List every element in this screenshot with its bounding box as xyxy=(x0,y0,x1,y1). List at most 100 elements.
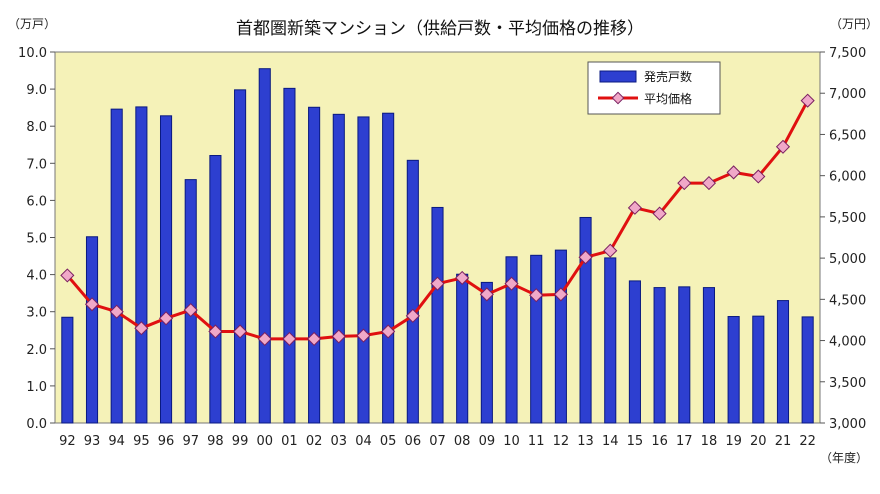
line-series xyxy=(60,93,815,346)
bar-92 xyxy=(61,316,74,424)
x-tick-label: 07 xyxy=(429,434,446,449)
x-tick-label: 02 xyxy=(306,434,323,449)
price-point-94 xyxy=(109,304,124,319)
bar-01 xyxy=(283,87,296,424)
bar-04 xyxy=(357,116,370,424)
x-tick-label: 09 xyxy=(479,434,496,449)
price-point-92 xyxy=(60,268,75,283)
price-point-22 xyxy=(800,93,815,108)
bar-94 xyxy=(110,108,123,424)
bar-11 xyxy=(530,254,543,424)
bar-95 xyxy=(135,106,148,424)
price-point-11 xyxy=(529,288,544,303)
left-tick-label: 9.0 xyxy=(26,83,47,98)
right-tick-label: 3,000 xyxy=(829,417,866,432)
x-tick-label: 20 xyxy=(750,434,767,449)
price-point-00 xyxy=(257,331,272,346)
chart-title: 首都圏新築マンション（供給戸数・平均価格の推移） xyxy=(236,19,644,39)
legend-bar-swatch xyxy=(599,70,637,83)
x-tick-label: 06 xyxy=(405,434,422,449)
x-tick-label: 16 xyxy=(651,434,668,449)
bar-99 xyxy=(234,89,247,424)
bar-05 xyxy=(382,112,395,424)
price-point-16 xyxy=(652,206,667,221)
price-point-96 xyxy=(158,311,174,326)
x-tick-label: 21 xyxy=(775,434,792,449)
bar-17 xyxy=(678,286,691,424)
x-tick-label: 22 xyxy=(799,434,816,449)
bar-series xyxy=(61,68,814,424)
x-tick-label: 17 xyxy=(676,434,693,449)
price-point-01 xyxy=(282,331,297,346)
bar-06 xyxy=(406,159,419,424)
price-point-03 xyxy=(331,329,346,344)
x-tick-label: 10 xyxy=(503,434,520,449)
bar-19 xyxy=(727,316,740,424)
left-tick-label: 2.0 xyxy=(26,343,47,358)
left-tick-label: 5.0 xyxy=(26,232,47,247)
bar-03 xyxy=(332,113,345,424)
x-tick-label: 13 xyxy=(577,434,594,449)
right-tick-label: 6,500 xyxy=(829,128,866,143)
left-axis-unit: （万戸） xyxy=(8,17,56,31)
bar-21 xyxy=(776,300,790,424)
left-tick-label: 3.0 xyxy=(26,306,47,321)
bar-97 xyxy=(184,179,197,424)
bar-96 xyxy=(159,115,173,424)
price-point-98 xyxy=(208,324,223,339)
x-tick-label: 00 xyxy=(256,434,273,449)
right-tick-label: 7,000 xyxy=(829,87,866,102)
x-tick-label: 08 xyxy=(454,434,471,449)
right-tick-label: 3,500 xyxy=(829,376,866,391)
x-axis-ticks: 92 93 94 95 96 97 98 99 00 01 02 03 04 05 06 07 08 09 10 11… xyxy=(59,434,816,449)
legend-bar-label: 発売戸数 xyxy=(644,69,692,84)
bar-12 xyxy=(554,249,567,424)
price-point-14 xyxy=(603,243,618,258)
price-point-10 xyxy=(504,276,519,291)
price-point-21 xyxy=(775,139,791,154)
price-point-20 xyxy=(751,169,766,184)
x-tick-label: 03 xyxy=(331,434,348,449)
price-point-17 xyxy=(677,176,692,191)
right-tick-label: 4,500 xyxy=(829,293,866,308)
price-point-93 xyxy=(84,297,100,312)
left-tick-label: 10.0 xyxy=(18,46,47,61)
right-tick-label: 6,000 xyxy=(829,170,866,185)
x-tick-label: 01 xyxy=(281,434,298,449)
bar-22 xyxy=(801,316,814,424)
price-point-12 xyxy=(553,287,568,302)
x-axis-unit: （年度） xyxy=(820,450,868,465)
left-tick-label: 7.0 xyxy=(26,157,47,172)
price-point-08 xyxy=(455,270,470,285)
price-point-07 xyxy=(430,276,445,291)
left-tick-label: 0.0 xyxy=(26,417,47,432)
bar-98 xyxy=(209,155,222,424)
bar-18 xyxy=(702,287,716,424)
bar-13 xyxy=(579,216,592,424)
x-tick-label: 12 xyxy=(553,434,570,449)
x-tick-label: 95 xyxy=(133,434,150,449)
legend-line-label: 平均価格 xyxy=(644,91,692,106)
bar-08 xyxy=(456,273,469,424)
price-point-09 xyxy=(479,287,494,302)
x-tick-label: 19 xyxy=(725,434,742,449)
legend-line-marker xyxy=(611,91,625,105)
right-axis-unit: （万円） xyxy=(830,17,878,31)
price-point-05 xyxy=(381,324,396,339)
price-point-19 xyxy=(726,165,741,180)
bar-00 xyxy=(258,68,271,424)
price-point-99 xyxy=(233,324,248,339)
left-tick-label: 8.0 xyxy=(26,120,47,135)
x-tick-label: 93 xyxy=(84,434,101,449)
x-tick-label: 11 xyxy=(528,434,545,449)
legend: 発売戸数 平均価格 xyxy=(587,61,721,115)
left-tick-label: 4.0 xyxy=(26,269,47,284)
right-axis-ticks: 3,000 3,500 4,000 4,500 5,000 5,500 6,000 6,500… xyxy=(820,46,866,432)
price-point-04 xyxy=(356,328,371,343)
bar-93 xyxy=(85,236,99,424)
price-point-13 xyxy=(578,250,593,265)
bar-16 xyxy=(653,287,666,424)
x-tick-label: 99 xyxy=(232,434,249,449)
bar-09 xyxy=(480,281,493,424)
x-tick-label: 18 xyxy=(701,434,718,449)
